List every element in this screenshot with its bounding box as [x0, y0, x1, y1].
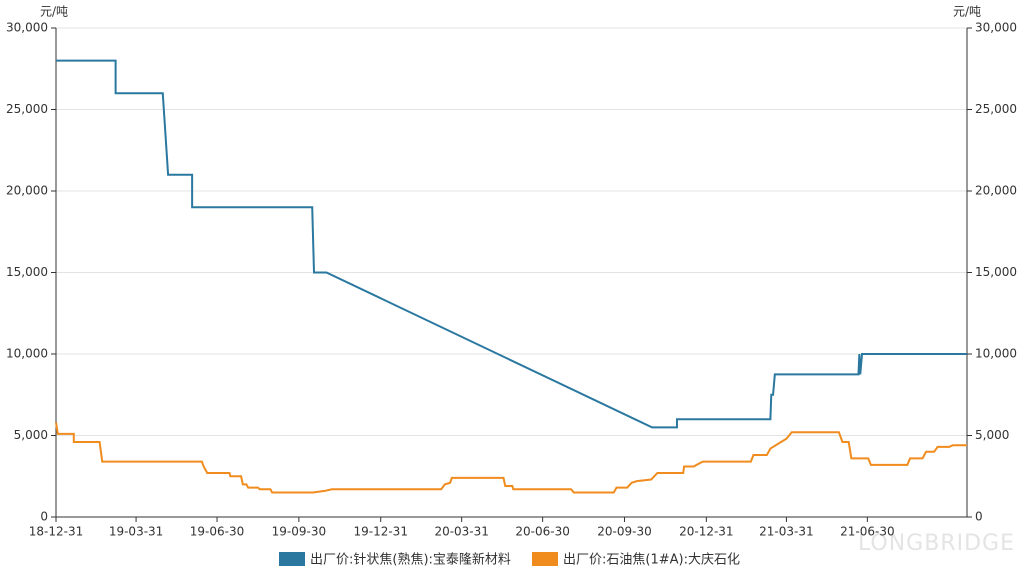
x-tick-label: 18-12-31: [29, 525, 83, 539]
y-tick-label: 5,000: [14, 428, 48, 442]
y-tick-label: 30,000: [6, 21, 48, 35]
x-tick-label: 19-09-30: [272, 525, 326, 539]
y-tick-label: 15,000: [6, 265, 48, 279]
x-tick-label: 19-12-31: [353, 525, 407, 539]
x-tick-label: 20-09-30: [597, 525, 651, 539]
series-line: [55, 422, 967, 494]
series-line: [56, 59, 967, 429]
x-tick-label: 21-03-31: [759, 525, 813, 539]
x-tick-label: 20-06-30: [515, 525, 569, 539]
x-tick-label: 21-06-30: [840, 525, 894, 539]
y-tick-label: 0: [40, 510, 48, 524]
y2-tick-label: 25,000: [975, 102, 1017, 116]
x-tick-label: 19-06-30: [190, 525, 244, 539]
y2-tick-label: 0: [975, 510, 983, 524]
x-tick-label: 20-03-31: [434, 525, 488, 539]
legend-swatch: [532, 552, 558, 566]
watermark: LONGBRIDGE: [858, 531, 1015, 556]
y-tick-label: 10,000: [6, 347, 48, 361]
y-tick-label: 25,000: [6, 102, 48, 116]
y2-tick-label: 30,000: [975, 21, 1017, 35]
legend-swatch: [279, 552, 305, 566]
legend-label: 出厂价:石油焦(1#A):大庆石化: [563, 553, 740, 568]
legend-label: 出厂价:针状焦(熟焦):宝泰隆新材料: [310, 552, 511, 568]
y2-unit: 元/吨: [953, 5, 981, 19]
y2-tick-label: 15,000: [975, 265, 1017, 279]
y2-tick-label: 5,000: [975, 428, 1009, 442]
x-tick-label: 19-03-31: [109, 525, 163, 539]
x-tick-label: 20-12-31: [679, 525, 733, 539]
y2-tick-label: 10,000: [975, 347, 1017, 361]
y-tick-label: 20,000: [6, 184, 48, 198]
y-unit: 元/吨: [40, 5, 68, 19]
y2-tick-label: 20,000: [975, 184, 1017, 198]
